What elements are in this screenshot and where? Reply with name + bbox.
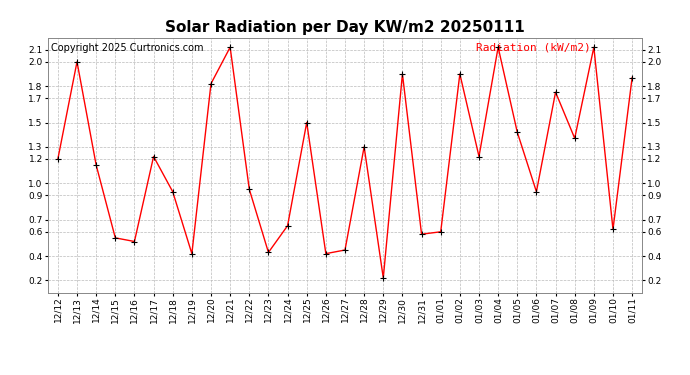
Title: Solar Radiation per Day KW/m2 20250111: Solar Radiation per Day KW/m2 20250111	[165, 20, 525, 35]
Text: Radiation (kW/m2): Radiation (kW/m2)	[475, 43, 591, 52]
Text: Copyright 2025 Curtronics.com: Copyright 2025 Curtronics.com	[51, 43, 204, 52]
